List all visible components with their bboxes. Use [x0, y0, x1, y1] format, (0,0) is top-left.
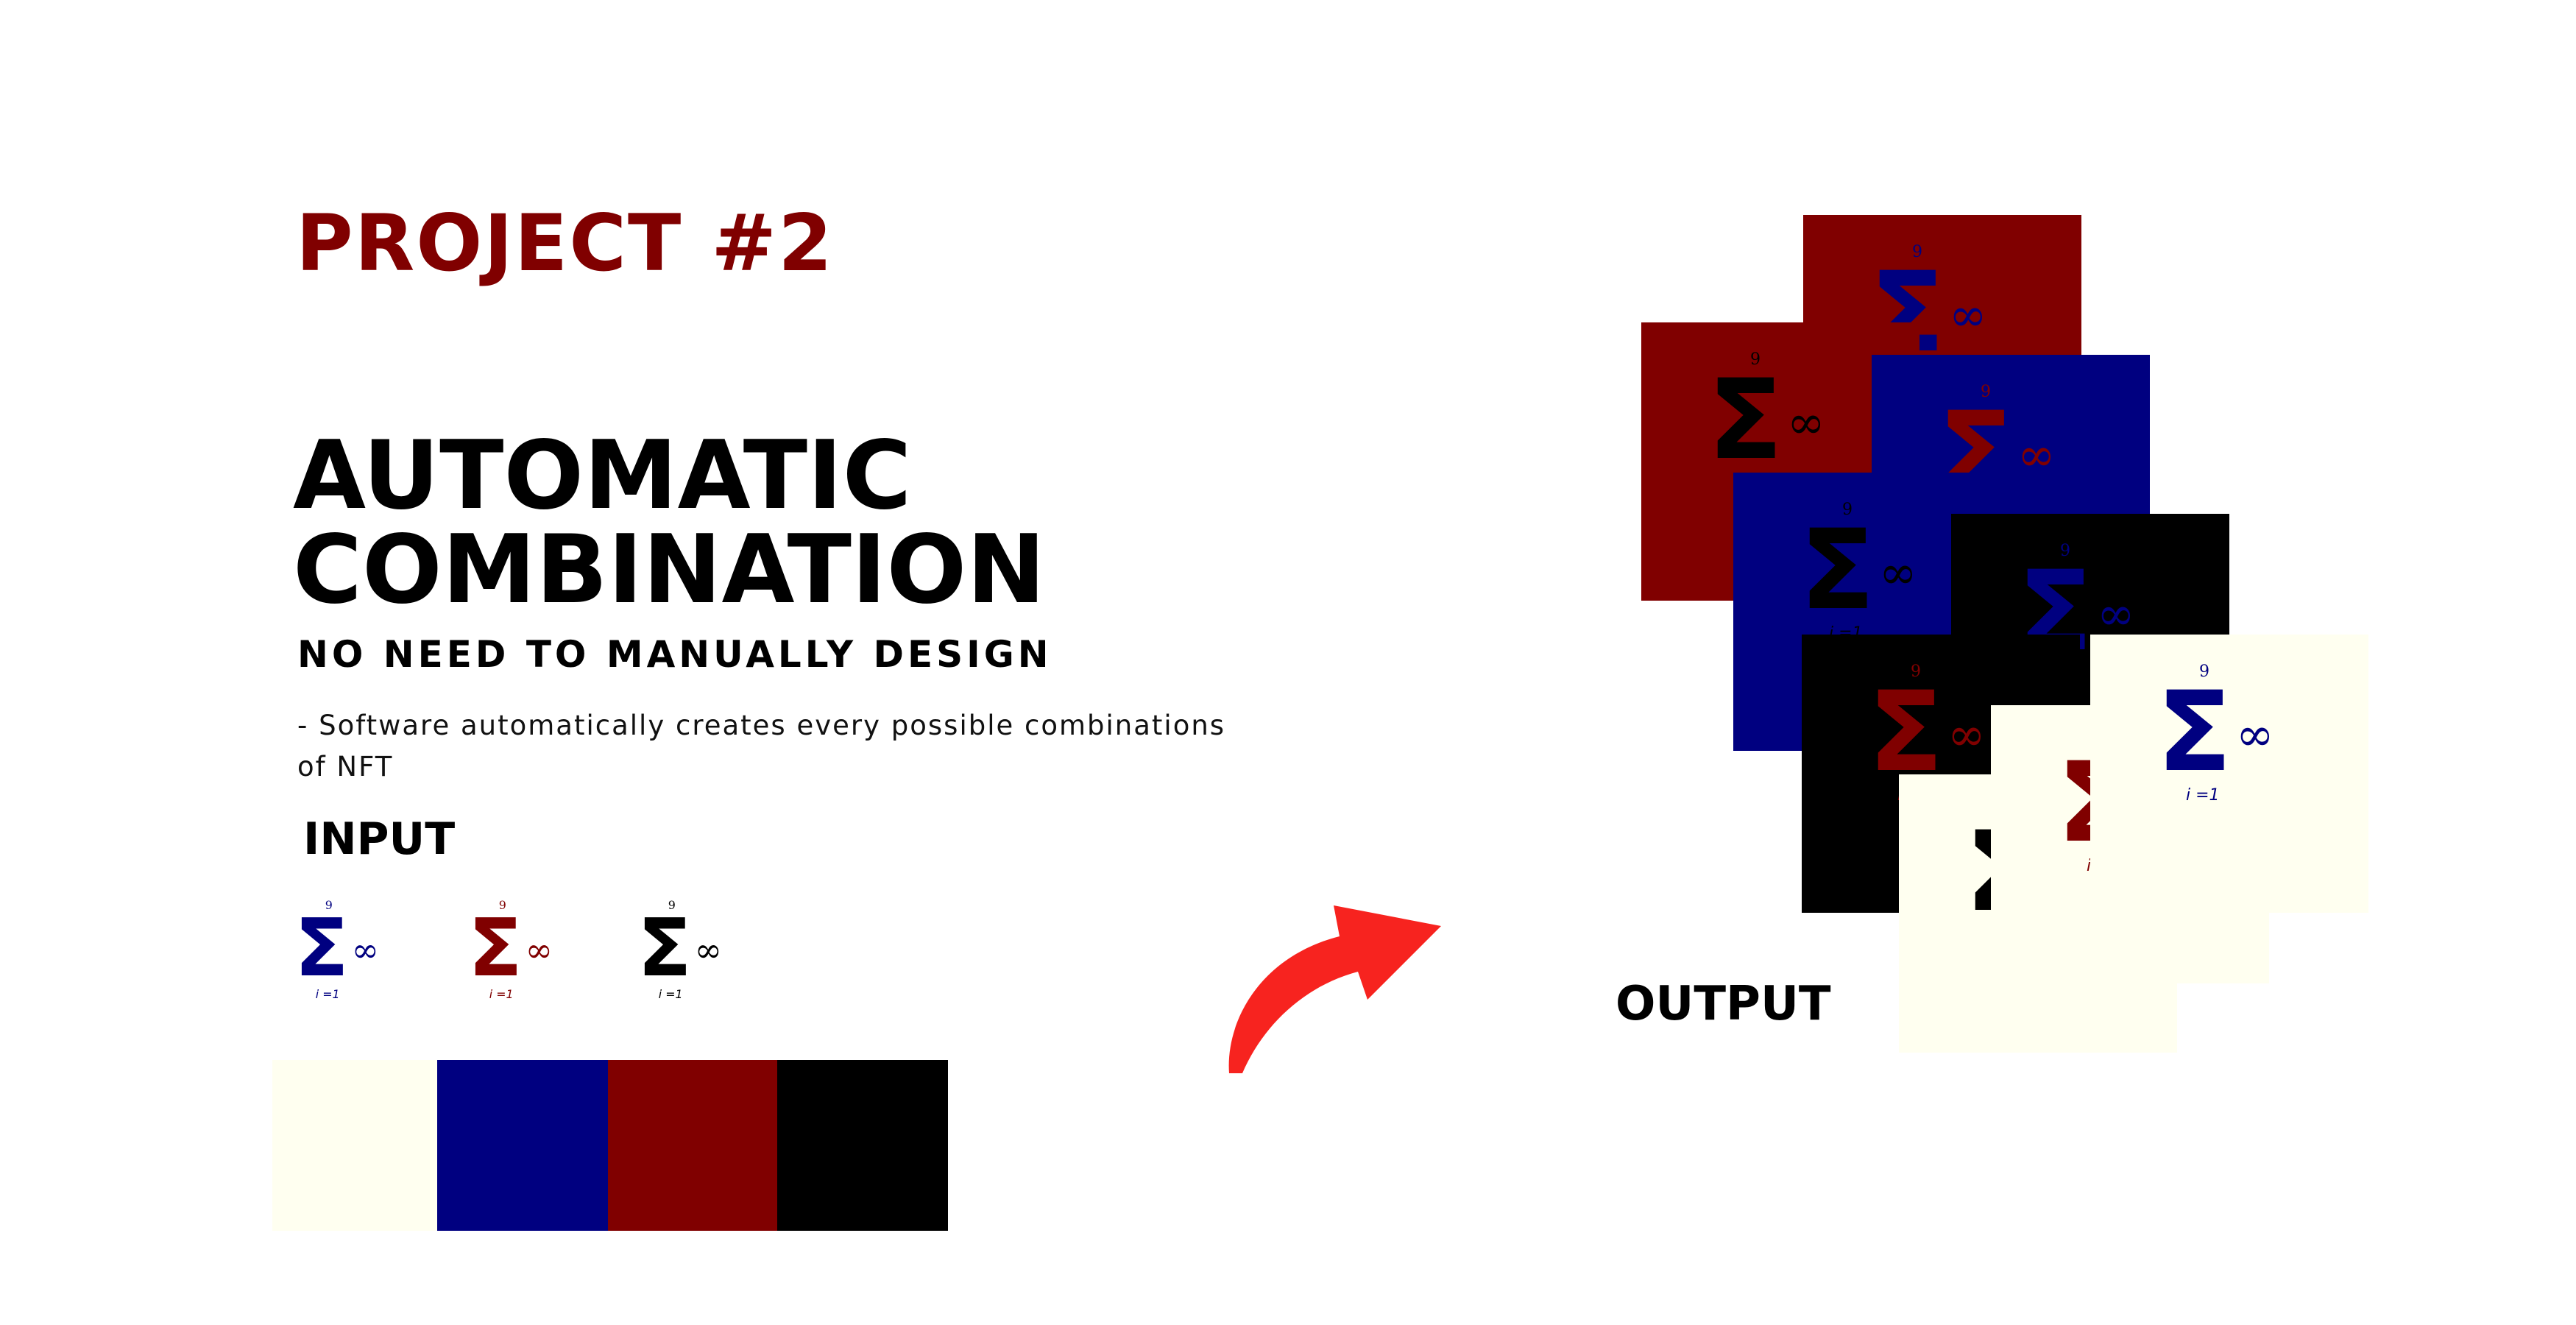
symbol-superscript: 9 — [2060, 542, 2070, 560]
symbol-subscript: i =1 — [658, 986, 683, 1001]
infinity-glyph: ∞ — [1787, 395, 1825, 449]
symbol-superscript: 9 — [2199, 662, 2209, 681]
infinity-glyph: ∞ — [694, 930, 722, 969]
main-title-line-2: COMBINATION — [293, 515, 1046, 625]
symbol-superscript: 9 — [1842, 501, 1853, 519]
symbol-subscript: i =1 — [489, 986, 514, 1001]
symbol-superscript: 9 — [1750, 350, 1761, 369]
infinity-glyph: ∞ — [2017, 428, 2056, 481]
symbol-superscript: 9 — [325, 898, 333, 912]
sigma-glyph: Σ — [1708, 356, 1783, 484]
color-swatch-navy — [437, 1060, 608, 1231]
subtitle: NO NEED TO MANUALLY DESIGN — [297, 633, 1052, 676]
main-title: AUTOMATIC COMBINATION — [293, 429, 1045, 618]
infinity-glyph: ∞ — [2097, 587, 2135, 640]
infinity-glyph: ∞ — [1949, 288, 1987, 342]
description: - Software automatically creates every p… — [297, 710, 1226, 782]
color-swatch-black — [777, 1060, 948, 1231]
input-label: INPUT — [303, 813, 456, 865]
infinity-glyph: ∞ — [525, 930, 553, 969]
sigma-glyph: Σ — [1800, 506, 1875, 635]
sigma-glyph: Σ — [637, 902, 692, 994]
symbol-superscript: 9 — [1981, 383, 1991, 401]
project-title: PROJECT #2 — [296, 198, 834, 289]
symbol-subscript: i =1 — [2186, 786, 2220, 805]
main-title-line-1: AUTOMATIC — [293, 421, 912, 531]
sigma-glyph: Σ — [1868, 668, 1944, 796]
sigma-glyph: Σ — [468, 902, 523, 994]
symbol-subscript: i =1 — [315, 986, 340, 1001]
symbol-superscript: 9 — [1912, 243, 1922, 261]
sigma-glyph: Σ — [2156, 668, 2232, 796]
sigma-glyph: Σ — [294, 902, 349, 994]
infinity-glyph: ∞ — [351, 930, 379, 969]
color-swatch-cream — [272, 1060, 437, 1231]
symbol-superscript: 9 — [1911, 662, 1921, 681]
symbol-superscript: 9 — [498, 898, 506, 912]
output-label: OUTPUT — [1616, 977, 1831, 1031]
curved-arrow-icon — [1228, 905, 1441, 1073]
symbol-superscript: 9 — [668, 898, 676, 912]
infinity-glyph: ∞ — [1879, 545, 1917, 599]
infinity-glyph: ∞ — [1947, 707, 1986, 761]
infinity-glyph: ∞ — [2236, 707, 2274, 761]
color-swatch-maroon — [608, 1060, 779, 1231]
